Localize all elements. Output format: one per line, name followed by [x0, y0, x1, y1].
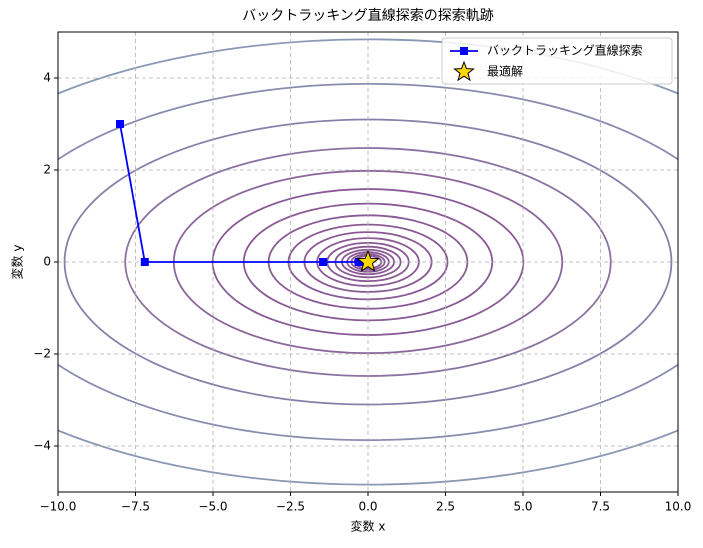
- x-tick-label: 10.0: [665, 500, 692, 514]
- plot-frame: [57, 31, 679, 493]
- y-tick-label: 4: [43, 71, 51, 85]
- y-tick-label: 2: [43, 163, 51, 177]
- legend-box: [441, 37, 673, 85]
- square-marker: [140, 258, 149, 266]
- y-tick-label: 0: [43, 255, 51, 269]
- chart-title: バックトラッキング直線探索の探索軌跡: [242, 7, 494, 24]
- square-marker: [116, 120, 124, 128]
- y-axis-label: 変数 y: [10, 245, 25, 280]
- x-tick-label: −7.5: [121, 500, 150, 514]
- square-marker: [319, 258, 328, 266]
- legend-label: 最適解: [487, 64, 523, 79]
- x-tick-label: −5.0: [198, 500, 227, 514]
- legend-marker: [453, 60, 475, 82]
- y-tick-label: −2: [33, 347, 51, 361]
- x-tick-label: 5.0: [513, 500, 532, 514]
- y-tick-label: −4: [33, 439, 51, 453]
- legend-marker: [460, 47, 468, 55]
- x-tick-label: −10.0: [40, 500, 77, 514]
- star-marker: [356, 249, 380, 273]
- x-tick-label: 7.5: [591, 500, 610, 514]
- x-tick-label: −2.5: [276, 500, 305, 514]
- legend-label: バックトラッキング直線探索: [487, 43, 643, 58]
- x-tick-label: 2.5: [436, 500, 455, 514]
- x-axis-label: 変数 x: [351, 519, 386, 534]
- square-marker: [354, 258, 363, 266]
- x-tick-label: 0.0: [358, 500, 377, 514]
